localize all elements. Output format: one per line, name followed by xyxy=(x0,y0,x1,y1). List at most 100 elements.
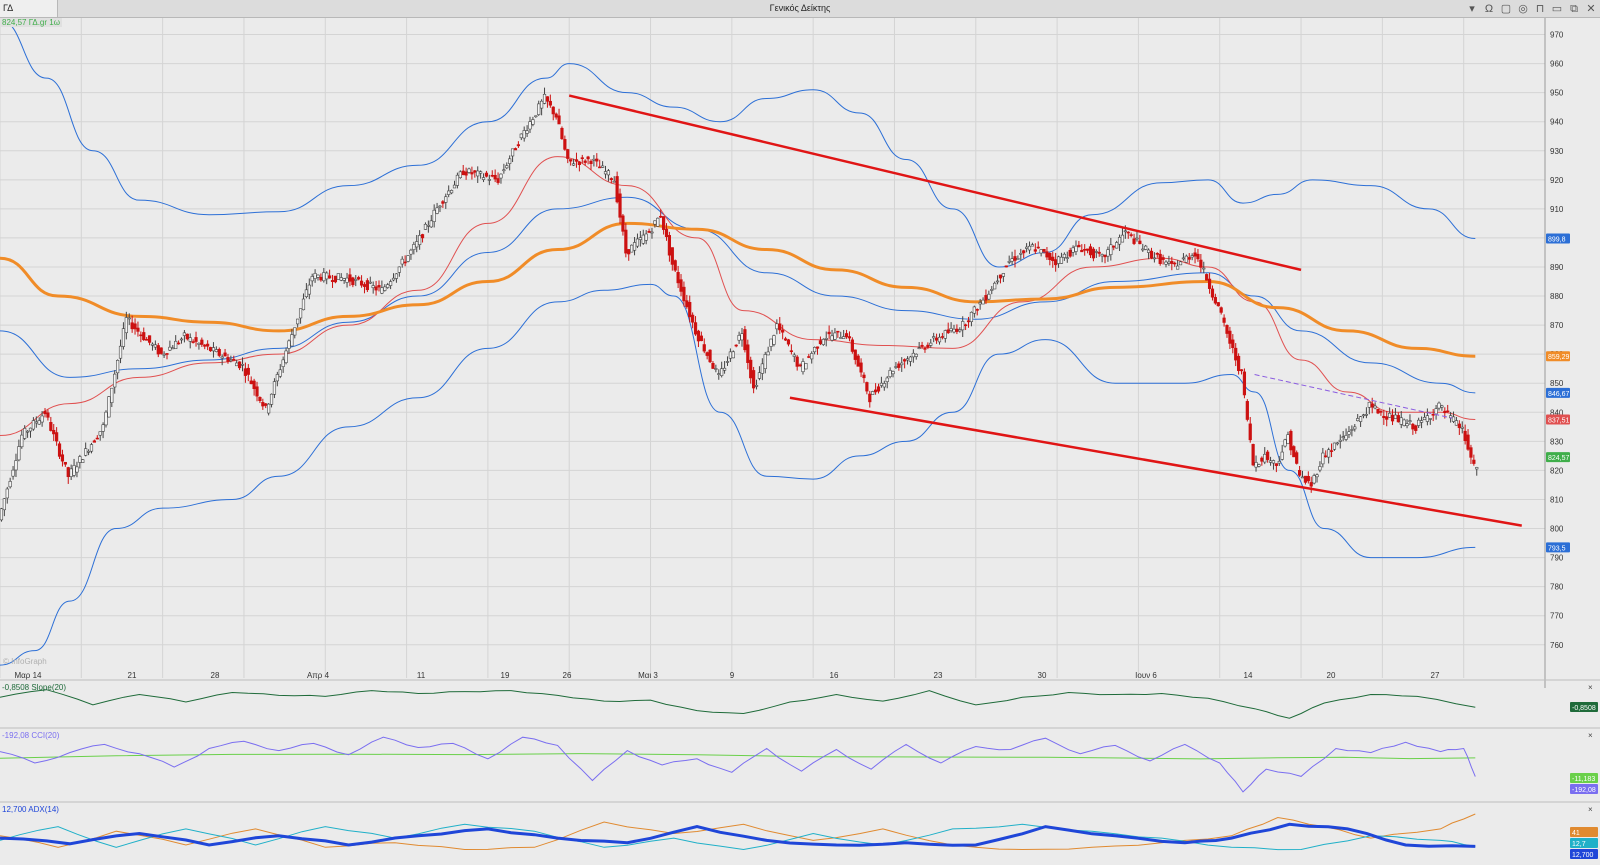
candle-body xyxy=(1193,252,1197,257)
candle-body xyxy=(116,360,120,374)
candle-body xyxy=(455,174,460,186)
candle-body xyxy=(235,362,239,367)
omega-icon[interactable]: Ω xyxy=(1484,2,1494,15)
cci-value-badge-label: -192,08 xyxy=(1572,787,1596,794)
candle-body xyxy=(307,284,311,295)
candle-body xyxy=(319,276,323,281)
candle-body xyxy=(156,345,160,355)
title-bar: ΓΔ Γενικός Δείκτης ▾ Ω ▢ ◎ ⊓ ▭ ⧉ ✕ xyxy=(0,0,1600,18)
candle-body xyxy=(917,347,921,349)
candle-body xyxy=(548,100,552,106)
candle-body xyxy=(98,431,102,436)
slope-panel-label: -0,8508 Slope(20) xyxy=(2,683,66,692)
candle-body xyxy=(275,374,279,382)
candle-body xyxy=(441,201,445,204)
candle-body xyxy=(1007,261,1011,263)
candle-body xyxy=(400,258,404,265)
candle-body xyxy=(394,273,399,279)
price-badge xyxy=(1546,387,1570,398)
candle-body xyxy=(322,272,326,282)
x-tick-label: 20 xyxy=(1327,671,1336,680)
candle-body xyxy=(888,370,892,377)
upper-channel-trendline xyxy=(568,94,1302,272)
window-title: Γενικός Δείκτης xyxy=(769,3,831,13)
candle-body xyxy=(25,430,30,433)
candle-body xyxy=(252,380,256,390)
close-icon[interactable]: ✕ xyxy=(1586,2,1596,15)
chevron-down-icon[interactable]: ▾ xyxy=(1469,2,1475,15)
candle-body xyxy=(749,359,753,379)
candle-body xyxy=(1225,324,1229,334)
candle-body xyxy=(383,286,387,291)
candle-body xyxy=(397,266,401,273)
adx-series-line xyxy=(0,822,1476,848)
candle-body xyxy=(1277,461,1281,464)
price-badge xyxy=(1546,542,1570,553)
candle-body xyxy=(78,456,82,463)
candle-body xyxy=(211,347,216,352)
candle-body xyxy=(194,337,198,342)
candle-body xyxy=(487,179,491,181)
candle-body xyxy=(1071,247,1075,253)
candle-body xyxy=(14,460,18,471)
cci-close-icon: × xyxy=(1588,731,1593,740)
y-tick-label: 940 xyxy=(1550,118,1564,127)
candle-body xyxy=(731,351,735,359)
candle-body xyxy=(386,284,390,288)
candle-body xyxy=(1164,261,1168,265)
candle-body xyxy=(952,328,956,333)
window-controls: ▾ Ω ▢ ◎ ⊓ ▭ ⧉ ✕ xyxy=(1465,0,1598,17)
lock-icon[interactable]: ⊓ xyxy=(1535,2,1545,15)
candle-body xyxy=(1036,246,1040,249)
candle-body xyxy=(580,157,584,159)
square-icon[interactable]: ▢ xyxy=(1500,2,1512,15)
candle-body xyxy=(153,344,157,348)
minimize-icon[interactable]: ⧉ xyxy=(1570,2,1578,15)
candle-body xyxy=(438,205,442,208)
candle-body xyxy=(632,242,637,251)
candle-body xyxy=(502,169,506,172)
candle-body xyxy=(1097,251,1101,254)
cci-series-line xyxy=(0,753,1476,760)
candle-body xyxy=(1176,265,1180,270)
candle-body xyxy=(69,468,73,477)
candle-body xyxy=(1298,470,1302,476)
candle-body xyxy=(174,340,178,350)
candle-body xyxy=(150,343,155,346)
candle-body xyxy=(612,180,616,183)
candle-body xyxy=(577,161,581,166)
symbol-tab[interactable]: ΓΔ xyxy=(0,0,58,17)
bollinger-middle-line xyxy=(0,196,1476,394)
candle-body xyxy=(1138,240,1142,245)
candle-body xyxy=(737,335,741,341)
candle-body xyxy=(635,238,640,247)
candle-body xyxy=(937,336,942,343)
candle-body xyxy=(821,339,825,345)
candle-body xyxy=(1149,250,1154,259)
x-tick-label: Μαρ 14 xyxy=(15,671,43,680)
restore-icon[interactable]: ▭ xyxy=(1551,2,1563,15)
candle-body xyxy=(1292,446,1296,458)
fast-moving-average-line xyxy=(0,156,1476,437)
candle-body xyxy=(1239,369,1244,372)
candle-body xyxy=(374,286,378,291)
candle-body xyxy=(862,374,866,379)
candle-body xyxy=(702,344,706,352)
candle-body xyxy=(574,159,579,162)
candle-body xyxy=(232,358,236,361)
candle-body xyxy=(1408,420,1412,422)
candle-body xyxy=(1373,405,1377,409)
candle-body xyxy=(804,363,808,370)
candle-body xyxy=(801,361,805,373)
candle-body xyxy=(1222,317,1226,323)
candle-body xyxy=(1344,435,1348,440)
candle-body xyxy=(696,330,701,342)
y-tick-label: 970 xyxy=(1550,31,1564,40)
chat-icon[interactable]: ◎ xyxy=(1518,2,1528,15)
candle-body xyxy=(1419,420,1424,423)
candle-body xyxy=(560,127,564,140)
candle-body xyxy=(1356,418,1360,422)
candle-body xyxy=(943,330,947,339)
candle-body xyxy=(589,160,593,164)
candle-body xyxy=(815,346,820,349)
